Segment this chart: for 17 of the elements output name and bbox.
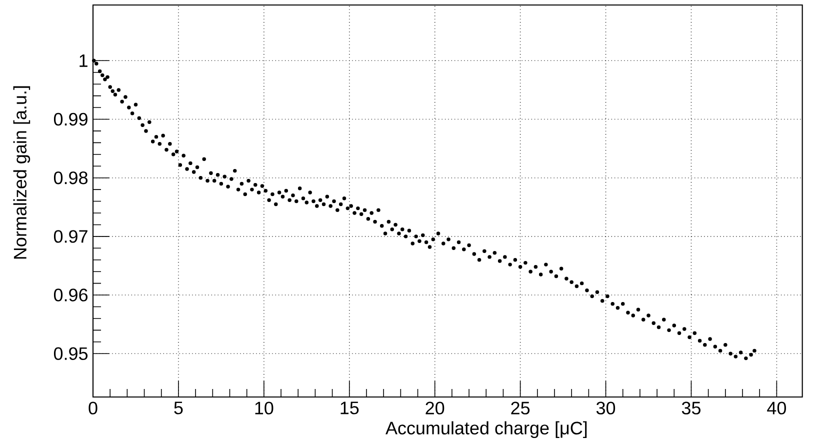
x-tick-label: 15 (340, 402, 359, 414)
y-tick-label: 1 (80, 54, 88, 67)
y-tick-label: 0.99 (54, 112, 88, 126)
x-tick-label: 35 (682, 402, 700, 414)
x-tick-label: 0 (88, 402, 98, 414)
x-tick-label: 25 (511, 402, 530, 414)
x-tick-label: 20 (426, 402, 444, 414)
y-tick-label: 0.98 (54, 171, 88, 184)
y-axis-title: Normalized gain [a.u.] (13, 86, 30, 259)
x-axis-title: Accumulated charge [μC] (386, 421, 587, 438)
x-tick-label: 5 (174, 402, 183, 414)
x-tick-label: 10 (255, 402, 274, 414)
x-tick-label: 30 (596, 402, 616, 414)
y-tick-label: 0.96 (54, 288, 88, 302)
y-tick-label: 0.97 (54, 230, 88, 243)
x-tick-label: 40 (767, 402, 786, 414)
y-tick-label: 0.95 (54, 347, 88, 360)
